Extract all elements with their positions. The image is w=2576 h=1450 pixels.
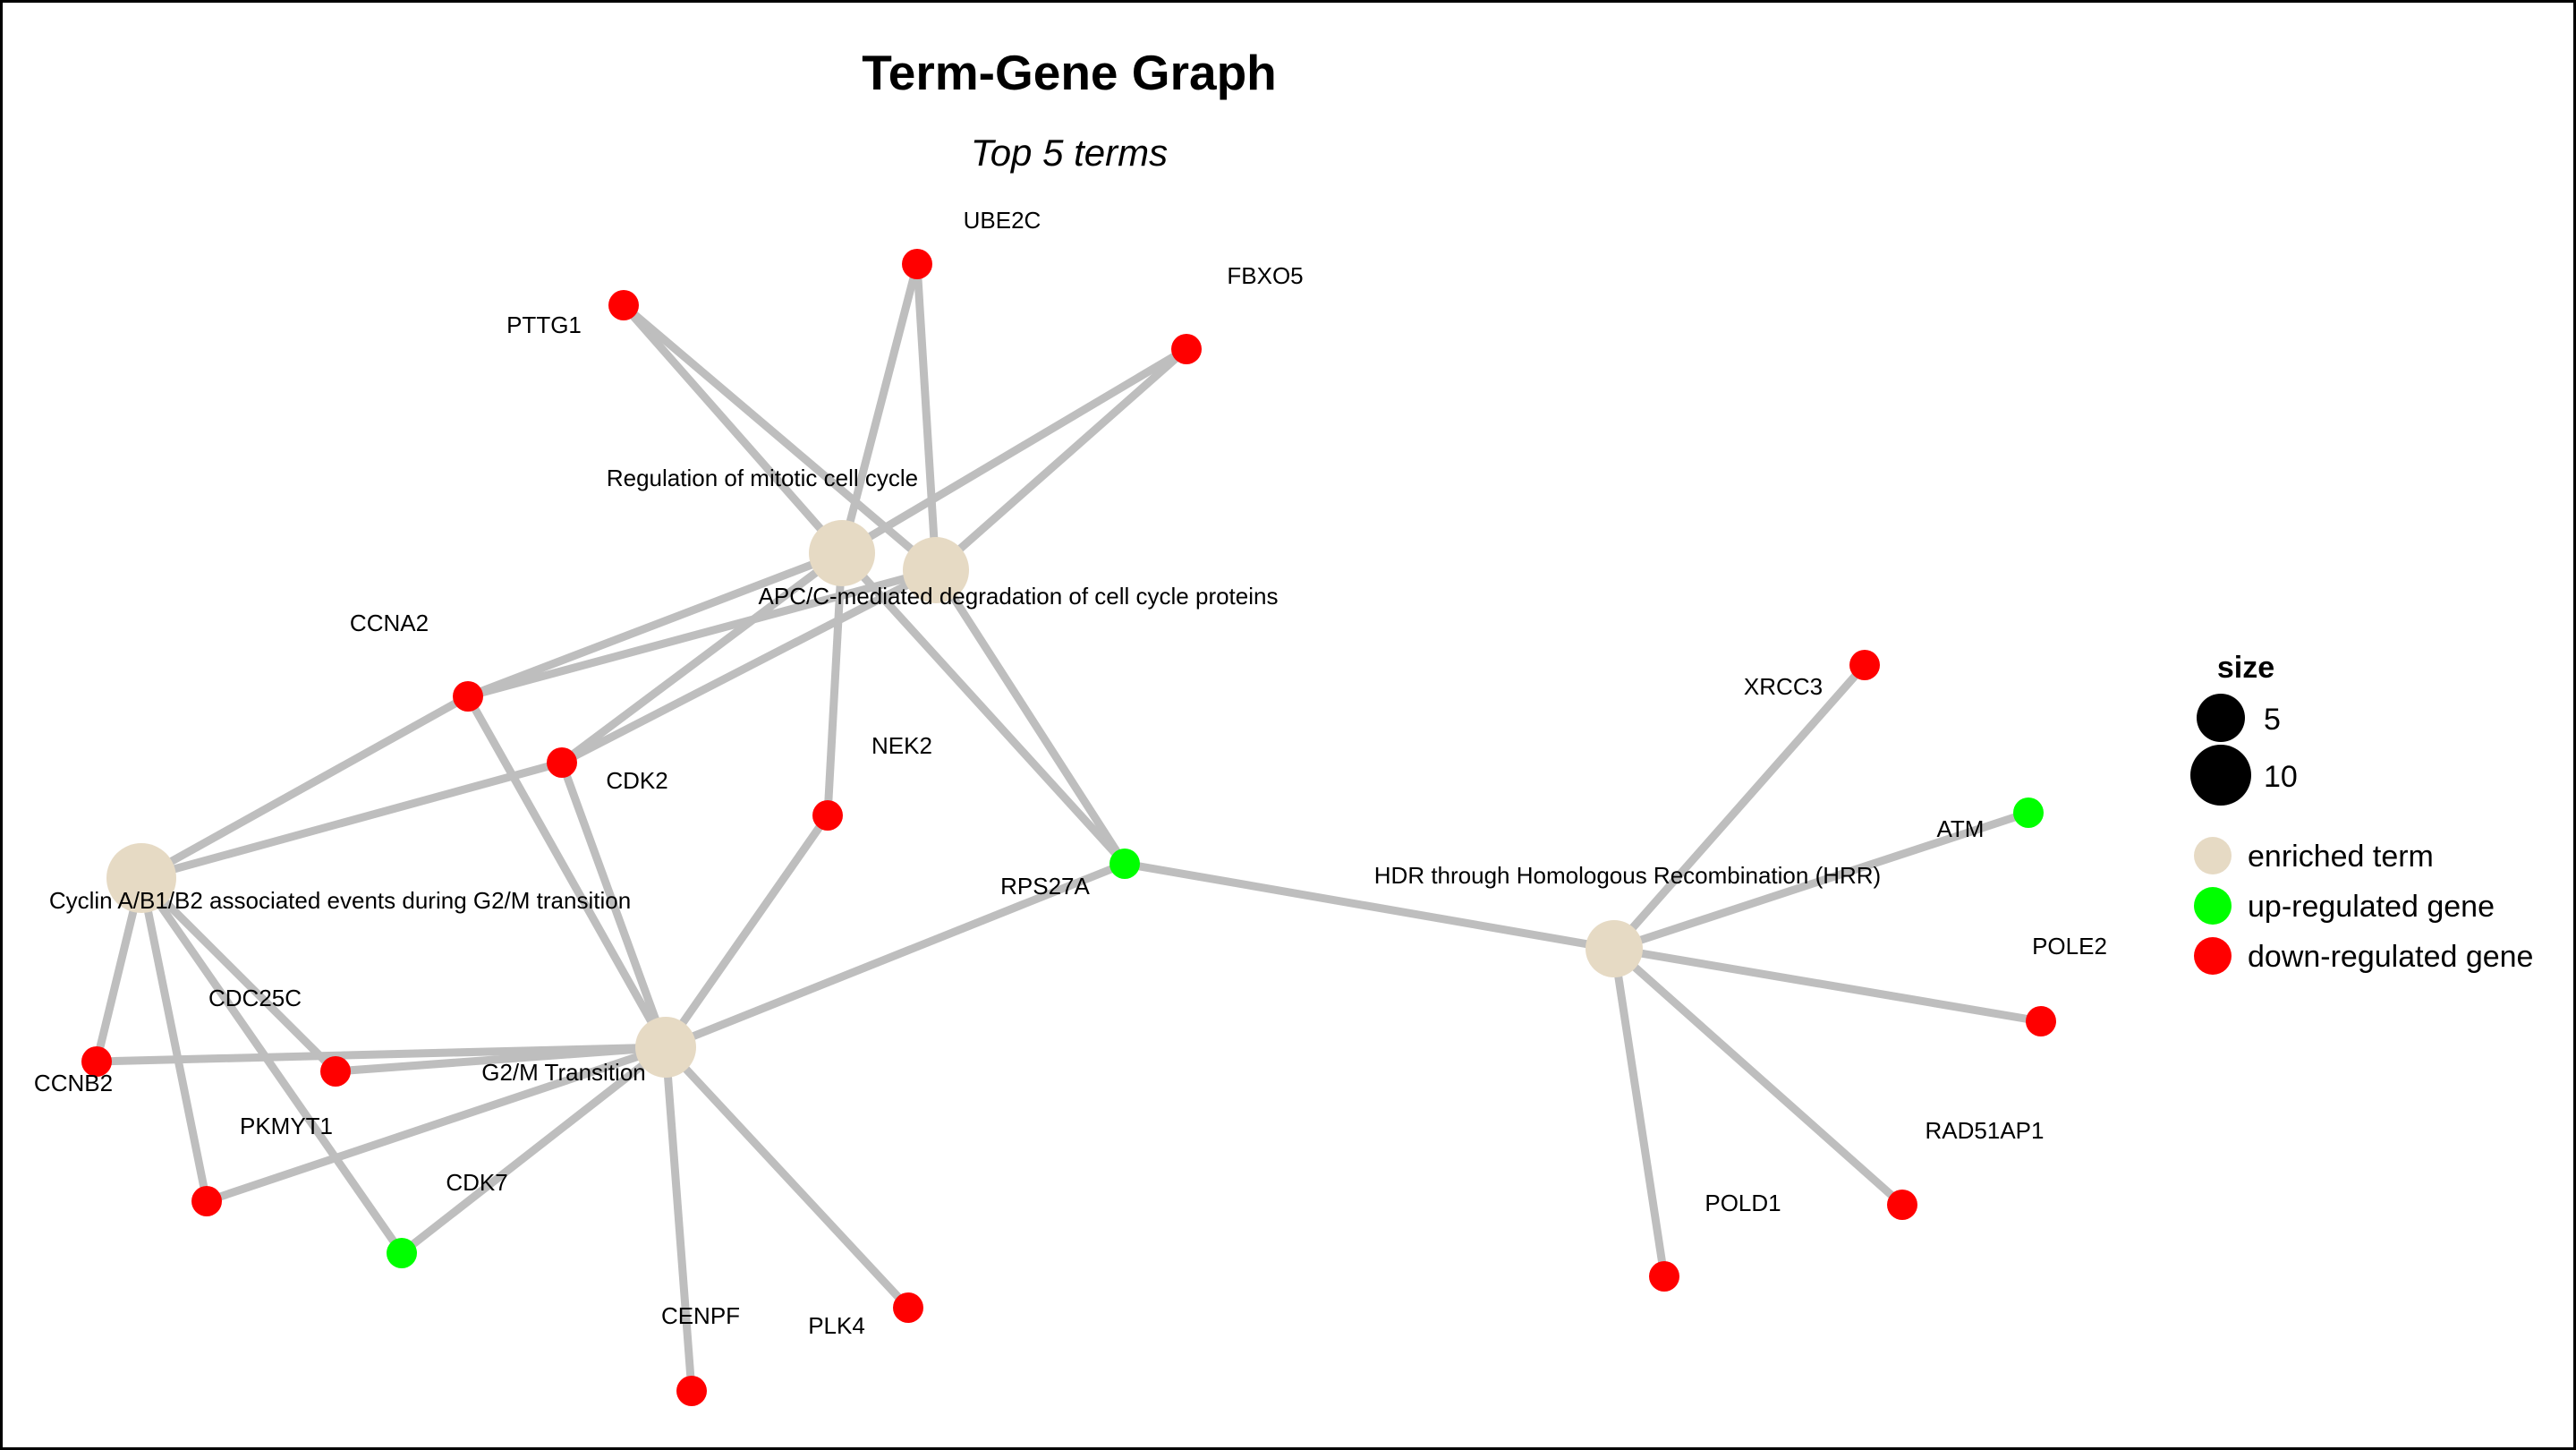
node-label-cdk7: CDK7 (446, 1169, 507, 1196)
node-label-pkmyt1: PKMYT1 (240, 1113, 333, 1139)
edge-reg-FBXO5 (837, 345, 1191, 558)
node-label-reg: Regulation of mitotic cell cycle (607, 465, 918, 491)
edge-apc-UBE2C (913, 260, 940, 575)
node-cdk2 (547, 747, 577, 778)
legend-size-10-label: 10 (2264, 760, 2298, 794)
edge-cyc-CCNA2 (137, 692, 472, 883)
node-cdk7 (387, 1238, 417, 1268)
node-label-cyc: Cyclin A/B1/B2 associated events during … (49, 887, 631, 914)
edge-cyc-CDK7 (137, 874, 406, 1258)
node-nek2 (812, 800, 843, 831)
node-cenpf (676, 1376, 707, 1406)
edge-apc-RPS27A (931, 566, 1129, 868)
edge-hdr-POLD1 (1610, 944, 1669, 1281)
node-label-pold1: POLD1 (1705, 1190, 1781, 1216)
graph-subtitle: Top 5 terms (971, 132, 1168, 174)
node-label-pole2: POLE2 (2032, 933, 2107, 960)
edge-g2m-CCNB2 (92, 1043, 670, 1066)
node-xrcc3 (1849, 650, 1880, 680)
edge-cyc-PKMYT1 (137, 874, 211, 1206)
graph-title: Term-Gene Graph (862, 45, 1277, 100)
legend-up-swatch (2194, 887, 2232, 925)
node-ccnb2 (81, 1046, 112, 1077)
node-plk4 (893, 1292, 923, 1323)
label-layer: Regulation of mitotic cell cycle APC/C-me… (34, 207, 2107, 1339)
legend-down-label: down-regulated gene (2248, 940, 2533, 974)
node-ccna2 (453, 681, 483, 712)
legend-size-title: size (2217, 651, 2274, 685)
node-apc (903, 537, 969, 603)
legend-size-10-dot (2190, 745, 2251, 806)
edge-cyc-CDC25C (137, 874, 340, 1076)
node-cyc (106, 843, 176, 913)
node-label-ccna2: CCNA2 (350, 610, 429, 636)
node-label-cenpf: CENPF (661, 1302, 740, 1329)
node-layer (81, 249, 2056, 1406)
node-label-nek2: NEK2 (871, 732, 932, 759)
node-label-cdc25c: CDC25C (208, 985, 302, 1011)
edge-g2m-CENPF (661, 1043, 696, 1395)
node-pole2 (2026, 1006, 2056, 1036)
node-label-ube2c: UBE2C (964, 207, 1041, 234)
legend-term-swatch (2194, 837, 2232, 874)
edge-g2m-CCNA2 (463, 692, 670, 1052)
edge-g2m-PLK4 (661, 1043, 913, 1312)
edge-hdr-POLE2 (1610, 944, 2045, 1026)
edge-reg-CCNA2 (463, 549, 846, 701)
edge-apc-FBXO5 (931, 345, 1191, 575)
edge-layer (92, 260, 2045, 1395)
node-label-cdk2: CDK2 (606, 767, 667, 794)
edge-g2m-RPS27A (661, 859, 1129, 1052)
edge-apc-PTTG1 (619, 301, 940, 575)
edge-hdr-RPS27A (1120, 859, 1619, 953)
edge-hdr-RAD51AP1 (1610, 944, 1907, 1209)
node-label-ccnb2: CCNB2 (34, 1070, 113, 1096)
node-label-pttg1: PTTG1 (506, 311, 582, 338)
node-atm (2013, 798, 2044, 828)
edge-reg-CDK2 (557, 549, 846, 767)
node-label-xrcc3: XRCC3 (1744, 673, 1823, 700)
node-label-rad51ap1: RAD51AP1 (1926, 1117, 2045, 1144)
legend: size 5 10 enriched term up-regulated gen… (2190, 651, 2533, 975)
node-label-rps27a: RPS27A (1000, 873, 1090, 900)
legend-size-5-dot (2197, 694, 2245, 742)
node-label-plk4: PLK4 (808, 1312, 865, 1339)
node-rad51ap1 (1887, 1190, 1917, 1220)
node-g2m (635, 1017, 696, 1078)
edge-g2m-CDK7 (397, 1043, 670, 1258)
node-label-hdr: HDR through Homologous Recombination (HR… (1374, 862, 1881, 889)
node-pkmyt1 (191, 1186, 222, 1216)
legend-down-swatch (2194, 937, 2232, 975)
edge-hdr-XRCC3 (1610, 661, 1869, 953)
node-hdr (1586, 920, 1643, 977)
legend-up-label: up-regulated gene (2248, 890, 2495, 924)
edge-g2m-NEK2 (661, 811, 832, 1052)
node-label-g2m: G2/M Transition (481, 1059, 646, 1086)
edge-reg-RPS27A (837, 549, 1129, 868)
node-pold1 (1649, 1261, 1679, 1292)
node-fbxo5 (1171, 334, 1202, 364)
edge-g2m-PKMYT1 (202, 1043, 670, 1206)
node-label-fbxo5: FBXO5 (1227, 262, 1303, 289)
edge-g2m-CDK2 (557, 758, 670, 1052)
edge-reg-PTTG1 (619, 301, 846, 558)
edge-apc-CDK2 (557, 566, 940, 767)
legend-term-label: enriched term (2248, 840, 2434, 874)
node-rps27a (1109, 849, 1140, 879)
edge-cyc-CDK2 (137, 758, 566, 883)
node-reg (809, 520, 875, 586)
node-label-atm: ATM (1937, 815, 1985, 842)
node-ube2c (902, 249, 932, 279)
edge-hdr-ATM (1610, 808, 2033, 953)
edge-apc-CCNA2 (463, 566, 940, 701)
node-cdc25c (320, 1056, 351, 1087)
node-pttg1 (608, 290, 639, 320)
node-label-apc: APC/C-mediated degradation of cell cycle… (759, 583, 1279, 610)
legend-size-5-label: 5 (2264, 703, 2281, 737)
